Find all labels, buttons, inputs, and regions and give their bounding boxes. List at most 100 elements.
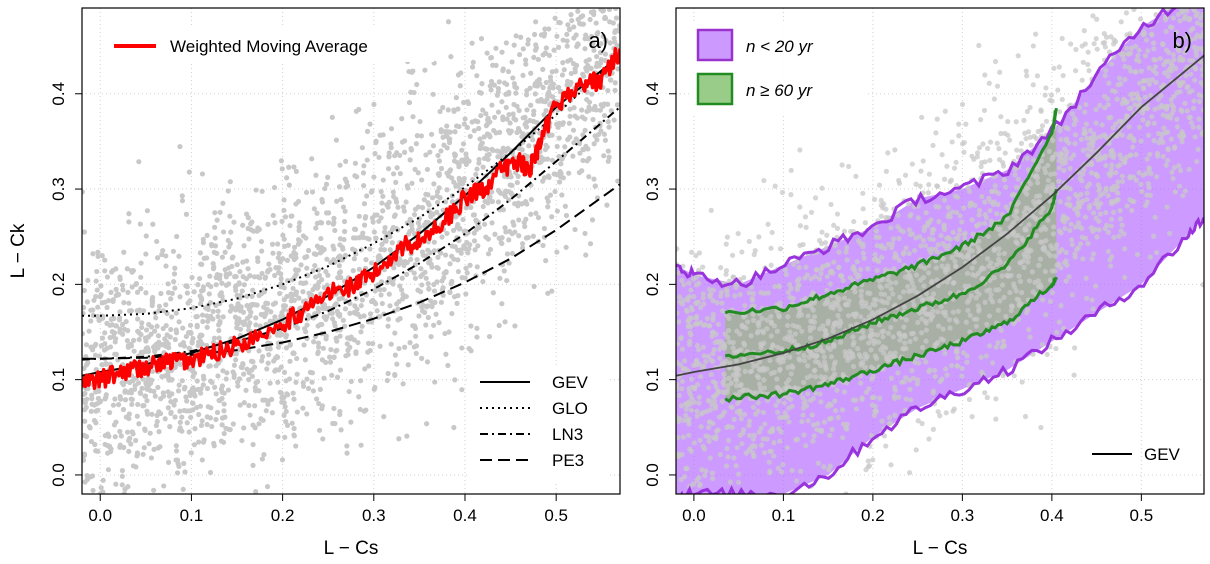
scatter-point: [983, 215, 989, 221]
scatter-point: [512, 323, 518, 329]
scatter-point: [567, 57, 574, 63]
scatter-point: [984, 256, 991, 262]
scatter-point: [377, 343, 383, 349]
scatter-point: [373, 235, 379, 241]
scatter-point: [190, 391, 197, 398]
scatter-point: [211, 335, 218, 341]
scatter-point: [756, 234, 762, 240]
scatter-point: [455, 106, 461, 112]
scatter-point: [962, 235, 968, 241]
scatter-point: [165, 290, 172, 296]
scatter-point: [1044, 351, 1050, 358]
y-axis-title: L − Ck: [8, 223, 29, 278]
scatter-point: [458, 70, 464, 76]
scatter-point: [930, 308, 936, 314]
scatter-point: [1102, 44, 1108, 50]
scatter-point: [300, 405, 306, 411]
scatter-point: [552, 188, 558, 195]
scatter-point: [604, 202, 610, 208]
scatter-point: [685, 297, 691, 303]
scatter-point: [82, 287, 87, 294]
scatter-point: [1085, 240, 1091, 247]
scatter-point: [173, 310, 179, 316]
scatter-point: [782, 267, 788, 273]
scatter-point: [885, 150, 891, 156]
scatter-point: [694, 382, 701, 388]
scatter-point: [874, 267, 880, 274]
scatter-point: [530, 137, 536, 143]
scatter-point: [410, 323, 416, 329]
scatter-point: [923, 290, 930, 296]
scatter-point: [314, 396, 320, 402]
scatter-point: [287, 358, 293, 364]
scatter-point: [432, 379, 438, 385]
scatter-point: [198, 390, 204, 396]
scatter-point: [152, 393, 158, 399]
scatter-point: [973, 295, 979, 301]
scatter-point: [281, 297, 287, 303]
scatter-point: [926, 436, 932, 442]
scatter-point: [183, 211, 190, 217]
scatter-point: [705, 397, 712, 404]
scatter-point: [212, 210, 218, 216]
scatter-point: [121, 249, 127, 255]
scatter-point: [789, 467, 795, 474]
scatter-point: [496, 79, 502, 85]
scatter-point: [874, 355, 880, 362]
scatter-point: [347, 310, 353, 316]
scatter-point: [141, 445, 147, 451]
scatter-point: [998, 327, 1004, 333]
scatter-point: [249, 367, 255, 373]
scatter-point: [747, 369, 753, 375]
scatter-point: [361, 163, 367, 169]
scatter-point: [526, 143, 532, 149]
scatter-point: [614, 102, 620, 108]
scatter-point: [149, 298, 156, 304]
scatter-point: [700, 409, 706, 416]
scatter-point: [694, 357, 700, 363]
scatter-point: [1144, 192, 1150, 198]
scatter-point: [1036, 262, 1042, 268]
scatter-point: [533, 19, 539, 25]
scatter-point: [165, 459, 172, 465]
scatter-point: [381, 229, 388, 235]
scatter-point: [760, 330, 767, 336]
scatter-point: [734, 349, 740, 355]
scatter-point: [850, 354, 856, 360]
scatter-point: [868, 347, 874, 353]
scatter-point: [567, 106, 573, 112]
scatter-point: [307, 369, 313, 375]
scatter-point: [919, 114, 925, 120]
scatter-point: [939, 152, 945, 158]
scatter-point: [168, 399, 174, 405]
scatter-point: [290, 390, 296, 396]
scatter-point: [822, 240, 829, 246]
scatter-point: [183, 333, 189, 340]
scatter-point: [112, 396, 118, 402]
scatter-point: [1105, 229, 1112, 235]
scatter-point: [187, 346, 193, 352]
scatter-point: [155, 384, 161, 390]
scatter-point: [225, 265, 232, 271]
scatter-point: [119, 282, 126, 288]
scatter-point: [890, 291, 896, 297]
scatter-point: [551, 47, 557, 53]
scatter-point: [549, 214, 555, 220]
scatter-point: [102, 441, 108, 448]
scatter-point: [858, 362, 864, 368]
scatter-point: [495, 89, 501, 95]
scatter-point: [598, 41, 604, 47]
scatter-point: [451, 424, 457, 431]
scatter-point: [207, 415, 214, 421]
scatter-point: [699, 467, 705, 473]
scatter-point: [685, 417, 691, 424]
scatter-point: [708, 371, 714, 378]
scatter-point: [1190, 124, 1196, 130]
scatter-point: [748, 333, 754, 339]
scatter-point: [874, 332, 881, 338]
scatter-point: [555, 84, 562, 90]
scatter-point: [282, 303, 288, 309]
scatter-point: [919, 344, 926, 351]
scatter-point: [84, 299, 90, 305]
scatter-point: [1132, 69, 1138, 75]
